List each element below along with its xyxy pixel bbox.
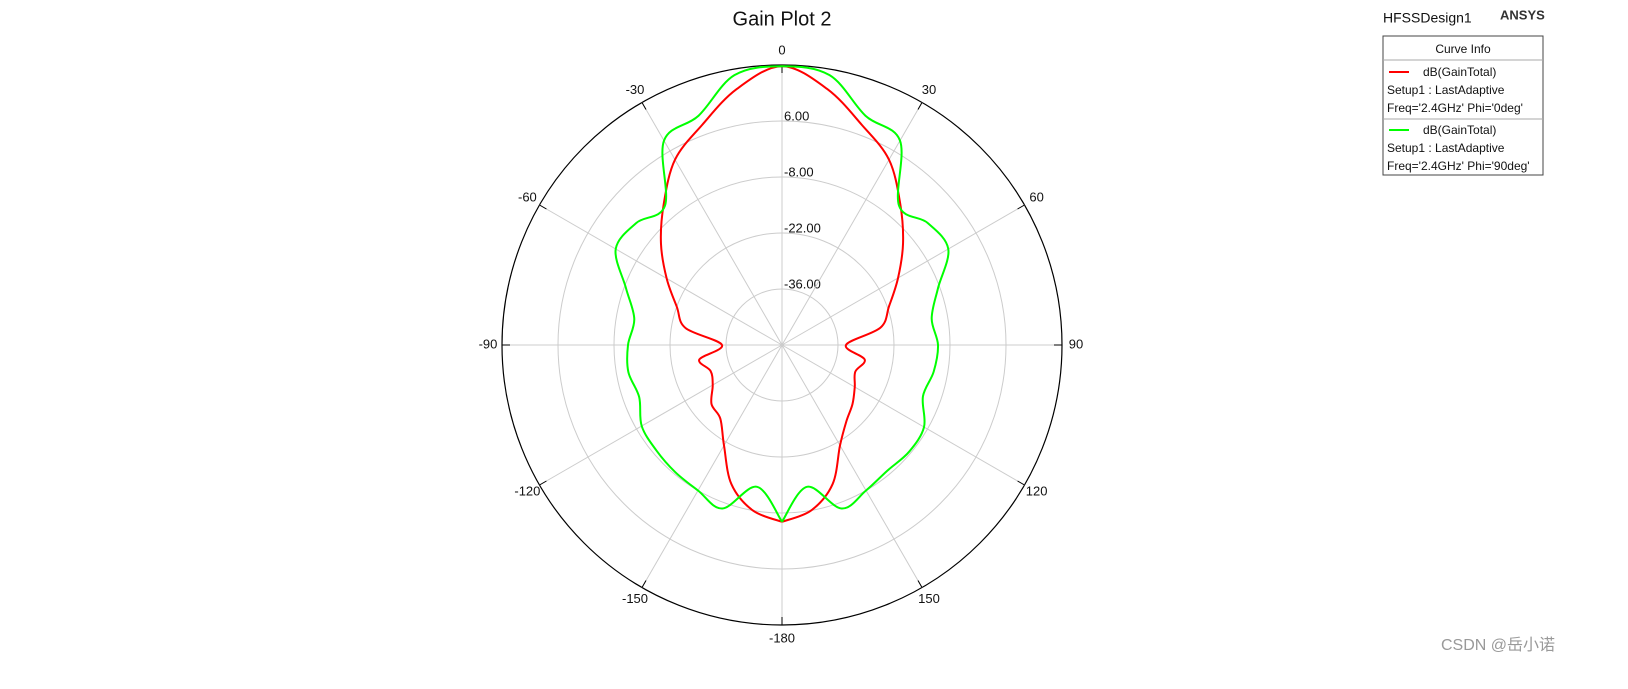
legend-name: dB(GainTotal) (1423, 123, 1496, 137)
r-tick-label: -8.00 (784, 164, 814, 179)
theta-tick (539, 204, 547, 210)
theta-tick-label: 30 (922, 82, 936, 97)
grid-spoke (781, 102, 923, 346)
watermark: CSDN @岳小诺 (1441, 636, 1555, 654)
theta-tick-label: 120 (1026, 483, 1048, 498)
brand: ANSYS (1500, 7, 1545, 22)
theta-tick (641, 102, 647, 110)
grid-spoke (539, 344, 783, 486)
theta-tick (641, 580, 647, 588)
theta-tick (1017, 204, 1025, 210)
legend-context: Freq='2.4GHz' Phi='0deg' (1387, 101, 1523, 115)
theta-tick-label: -120 (514, 483, 540, 498)
r-tick-label: 6.00 (784, 108, 809, 123)
theta-tick-label: -180 (769, 630, 795, 645)
theta-tick (917, 580, 923, 588)
theta-tick-label: 150 (918, 591, 940, 606)
theta-tick-label: 90 (1069, 336, 1083, 351)
theta-tick-label: -90 (479, 336, 498, 351)
theta-tick (917, 102, 923, 110)
grid-spoke (539, 204, 783, 346)
r-tick-label: -36.00 (784, 276, 821, 291)
theta-tick-label: -30 (626, 82, 645, 97)
legend-name: dB(GainTotal) (1423, 65, 1496, 79)
theta-tick-label: -150 (622, 591, 648, 606)
theta-tick-label: 60 (1029, 189, 1043, 204)
legend-box (1382, 35, 1544, 176)
legend-setup: Setup1 : LastAdaptive (1387, 83, 1505, 97)
theta-tick-label: -60 (518, 189, 537, 204)
legend-setup: Setup1 : LastAdaptive (1387, 141, 1505, 155)
grid-spoke (781, 344, 1025, 486)
design-name: HFSSDesign1 (1383, 10, 1472, 26)
chart-title: Gain Plot 2 (733, 8, 832, 30)
r-tick-label: -22.00 (784, 220, 821, 235)
theta-tick (1017, 480, 1025, 486)
grid-spoke (641, 344, 783, 588)
legend-title: Curve Info (1435, 42, 1491, 56)
grid-spoke (781, 344, 923, 588)
legend-context: Freq='2.4GHz' Phi='90deg' (1387, 159, 1530, 173)
theta-tick (539, 480, 547, 486)
theta-tick-label: 0 (778, 42, 785, 57)
curve (614, 65, 950, 523)
grid-spoke (781, 204, 1025, 346)
grid-spoke (641, 102, 783, 346)
